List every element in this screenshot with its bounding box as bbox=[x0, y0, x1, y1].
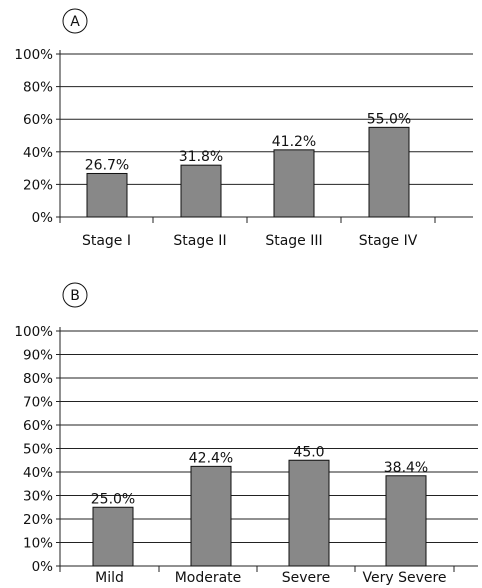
data-label: 31.8% bbox=[179, 149, 223, 165]
category-label: Stage I bbox=[82, 233, 131, 249]
y-tick-label: 10% bbox=[23, 536, 53, 552]
category-label: Moderate bbox=[175, 570, 242, 586]
data-label: 26.7% bbox=[85, 157, 129, 173]
y-tick-label: 0% bbox=[32, 210, 54, 226]
data-label: 25.0% bbox=[91, 491, 135, 507]
y-tick-label: 30% bbox=[23, 489, 53, 505]
bar bbox=[385, 475, 427, 567]
panel-label-circle bbox=[62, 8, 88, 34]
data-label: 42.4% bbox=[189, 450, 233, 466]
y-tick-label: 0% bbox=[32, 559, 54, 575]
category-label: Stage III bbox=[265, 233, 322, 249]
bar bbox=[92, 506, 134, 567]
bar bbox=[86, 172, 128, 218]
panel-b-chart: B 0% 10% 20% 30% 40% 50% 60% 70% 80% 90% 100% 25.0% M… bbox=[14, 282, 478, 586]
y-tick-label: 60% bbox=[23, 418, 53, 434]
panel-label-circle bbox=[62, 282, 88, 308]
y-tick-label: 40% bbox=[23, 145, 53, 161]
y-tick-label: 20% bbox=[23, 177, 53, 193]
panel-label: A bbox=[70, 14, 80, 30]
category-label: Very Severe bbox=[362, 570, 446, 586]
bar bbox=[190, 465, 232, 567]
data-label: 41.2% bbox=[272, 134, 316, 150]
y-tick-label: 40% bbox=[23, 465, 53, 481]
y-tick-label: 70% bbox=[23, 395, 53, 411]
y-tick-label: 60% bbox=[23, 112, 53, 128]
data-label: 45.0 bbox=[293, 444, 324, 460]
y-tick-label: 100% bbox=[14, 324, 53, 340]
category-label: Mild bbox=[95, 570, 124, 586]
bar bbox=[273, 149, 315, 218]
bar bbox=[288, 459, 330, 567]
y-tick-label: 100% bbox=[14, 47, 53, 63]
category-label: Severe bbox=[282, 570, 330, 586]
panel-label: B bbox=[70, 288, 80, 304]
y-tick-label: 90% bbox=[23, 348, 53, 364]
y-tick-label: 50% bbox=[23, 442, 53, 458]
category-label: Stage IV bbox=[359, 233, 418, 249]
category-label: Stage II bbox=[173, 233, 226, 249]
panel-a-chart: A 0% 20% 40% 60% 80% 100% 26.7% Stage I 31.8% Stag… bbox=[14, 8, 473, 249]
data-label: 38.4% bbox=[384, 460, 428, 476]
data-label: 55.0% bbox=[367, 111, 411, 127]
y-tick-label: 80% bbox=[23, 80, 53, 96]
y-tick-label: 80% bbox=[23, 371, 53, 387]
bar bbox=[368, 126, 410, 218]
bar bbox=[180, 164, 222, 218]
y-tick-label: 20% bbox=[23, 512, 53, 528]
